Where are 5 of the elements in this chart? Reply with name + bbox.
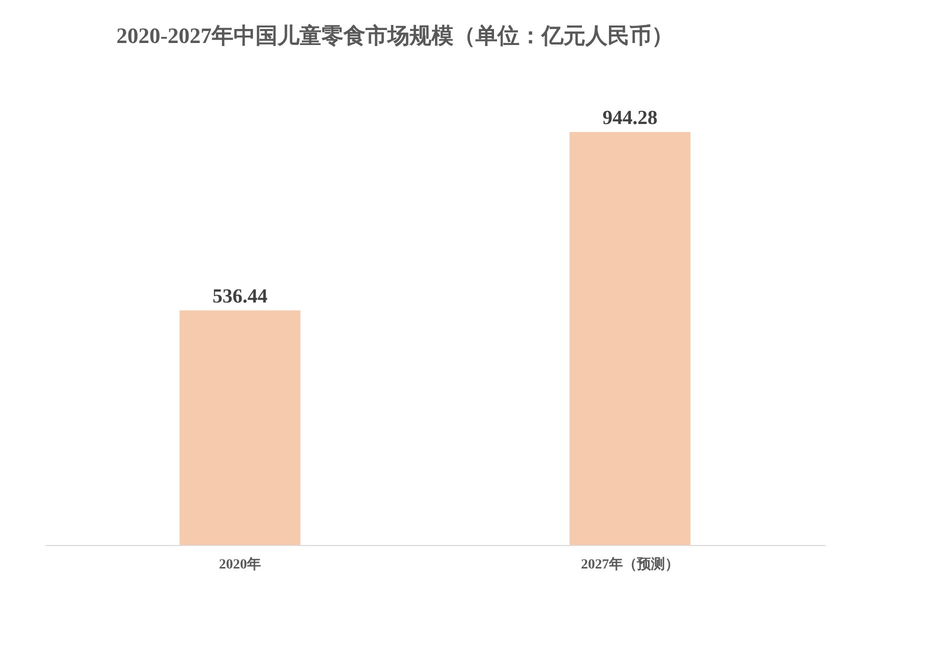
x-tick-label: 2027年（预测）: [581, 556, 679, 572]
data-label: 944.28: [602, 107, 658, 129]
data-label: 536.44: [212, 285, 268, 308]
chart-title: 2020-2027年中国儿童零食市场规模（单位：亿元人民币）: [116, 23, 674, 48]
x-tick-label: 2020年: [219, 556, 261, 572]
